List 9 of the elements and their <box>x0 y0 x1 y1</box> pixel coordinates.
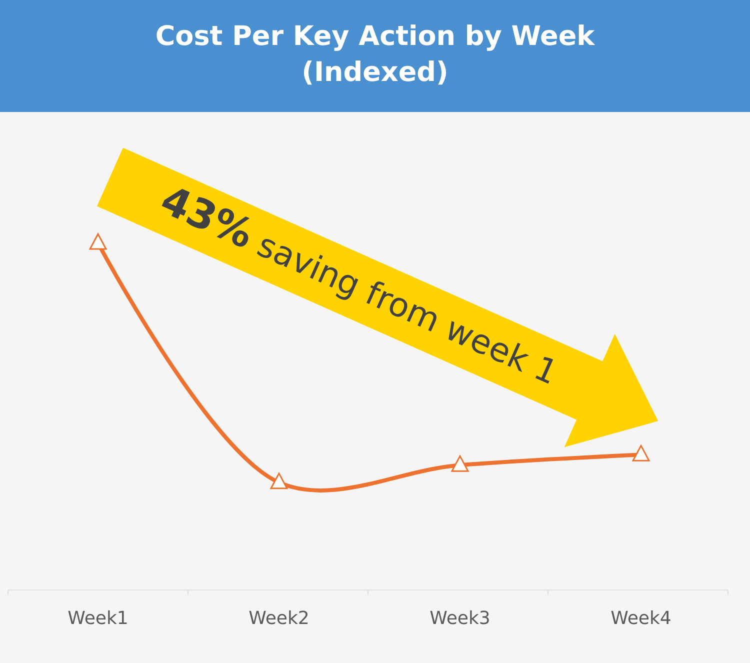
x-tick-label: Week3 <box>430 608 490 629</box>
point <box>451 455 469 472</box>
point <box>632 444 650 462</box>
point <box>89 233 107 250</box>
x-tick-label: Week4 <box>610 608 672 629</box>
x-tick-label: Week1 <box>68 608 128 629</box>
point <box>270 472 288 490</box>
chart-title: Cost Per Key Action by Week (Indexed) <box>155 21 596 88</box>
x-tick-label: Week2 <box>248 608 310 629</box>
